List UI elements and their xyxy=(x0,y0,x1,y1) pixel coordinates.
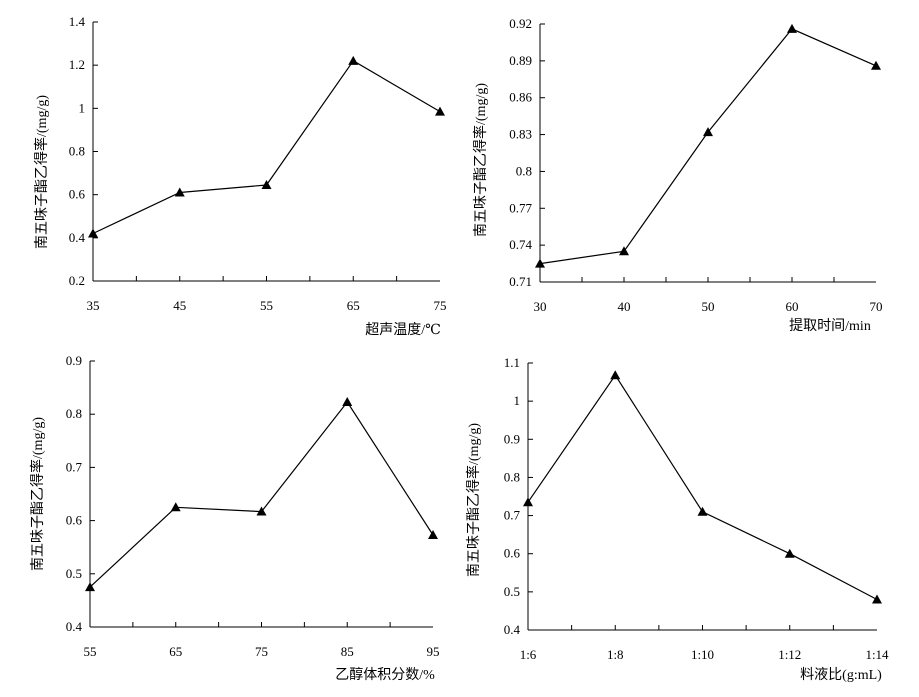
y-axis-title: 南五味子酯乙得率/(mg/g) xyxy=(472,83,489,237)
y-tick-label: 0.92 xyxy=(509,16,532,31)
y-tick-label: 0.9 xyxy=(66,353,82,368)
y-tick-label: 0.89 xyxy=(509,53,532,68)
x-tick-label: 75 xyxy=(434,298,447,313)
data-point-marker xyxy=(535,258,545,268)
y-tick-label: 0.4 xyxy=(69,230,86,245)
y-tick-label: 1.2 xyxy=(69,57,85,72)
y-tick-label: 0.4 xyxy=(504,622,521,637)
y-tick-label: 0.7 xyxy=(66,459,83,474)
y-tick-label: 0.7 xyxy=(504,508,521,523)
y-tick-label: 0.71 xyxy=(509,274,532,289)
x-tick-label: 1:14 xyxy=(865,647,889,662)
x-tick-label: 95 xyxy=(427,644,440,659)
data-point-marker xyxy=(871,60,881,70)
y-tick-label: 0.4 xyxy=(66,619,83,634)
y-tick-label: 0.5 xyxy=(66,566,82,581)
data-point-marker xyxy=(174,187,185,197)
y-tick-label: 0.8 xyxy=(516,163,532,178)
y-tick-label: 1 xyxy=(79,100,86,115)
y-tick-label: 0.74 xyxy=(509,237,532,252)
y-axis-title: 南五味子酯乙得率/(mg/g) xyxy=(33,95,50,249)
x-tick-label: 70 xyxy=(870,299,883,314)
x-tick-label: 55 xyxy=(84,644,97,659)
x-tick-label: 60 xyxy=(786,299,799,314)
data-point-marker xyxy=(428,529,438,539)
y-tick-label: 0.83 xyxy=(509,127,532,142)
data-point-marker xyxy=(703,127,713,137)
chart-panel-4: 0.4 0.5 0.6 0.7 0.8 0.9 1 1.1 1:6 1:8 1:10 1:12 1:14… xyxy=(465,355,889,683)
x-axis-title: 提取时间/min xyxy=(789,318,871,334)
x-tick-label: 1:6 xyxy=(520,647,537,662)
x-tick-label: 1:10 xyxy=(691,647,714,662)
data-point-marker xyxy=(610,370,621,380)
y-tick-label: 0.9 xyxy=(504,431,520,446)
x-tick-label: 45 xyxy=(173,298,186,313)
y-tick-label: 0.5 xyxy=(504,584,520,599)
data-point-marker xyxy=(784,548,795,558)
data-point-marker xyxy=(523,497,533,507)
data-point-marker xyxy=(170,502,181,512)
x-tick-label: 85 xyxy=(341,644,354,659)
x-tick-label: 50 xyxy=(702,299,715,314)
y-tick-label: 0.6 xyxy=(504,546,521,561)
y-tick-label: 0.2 xyxy=(69,273,85,288)
y-tick-label: 0.6 xyxy=(66,513,83,528)
x-tick-label: 55 xyxy=(260,298,273,313)
y-tick-label: 0.77 xyxy=(509,200,532,215)
x-tick-label: 75 xyxy=(255,644,268,659)
x-tick-label: 65 xyxy=(347,298,360,313)
x-axis-title: 乙醇体积分数/% xyxy=(335,666,435,683)
x-tick-label: 1:8 xyxy=(607,647,624,662)
data-point-marker xyxy=(697,506,708,516)
data-point-marker xyxy=(85,582,95,592)
chart-panel-1: 0.2 0.4 0.6 0.8 1 1.2 1.4 35 45 55 65 75 超声温度/℃ 南五味子酯… xyxy=(33,14,447,338)
data-point-marker xyxy=(256,506,267,516)
data-point-marker xyxy=(619,246,629,256)
series-line xyxy=(92,60,441,235)
series-line xyxy=(539,28,877,265)
series-line xyxy=(527,374,878,601)
data-point-marker xyxy=(787,23,797,33)
chart-panel-3: 0.4 0.5 0.6 0.7 0.8 0.9 55 65 75 85 95 乙醇体积分数/% 南五味子… xyxy=(29,353,440,683)
x-tick-label: 35 xyxy=(87,298,100,313)
x-tick-label: 65 xyxy=(169,644,182,659)
data-point-marker xyxy=(88,228,98,238)
y-tick-label: 0.6 xyxy=(69,187,86,202)
data-point-marker xyxy=(435,106,445,116)
data-point-marker xyxy=(872,594,882,604)
series-line xyxy=(89,400,434,588)
y-axis-title: 南五味子酯乙得率/(mg/g) xyxy=(465,423,482,577)
x-tick-label: 30 xyxy=(534,299,547,314)
x-axis-title: 超声温度/℃ xyxy=(365,322,441,338)
y-tick-label: 0.8 xyxy=(504,469,520,484)
y-tick-label: 1 xyxy=(514,393,521,408)
data-point-marker xyxy=(348,55,359,65)
data-point-marker xyxy=(342,396,353,406)
x-axis-title: 料液比(g:mL) xyxy=(800,667,882,683)
y-axis-title: 南五味子酯乙得率/(mg/g) xyxy=(29,417,46,571)
x-tick-label: 1:12 xyxy=(778,647,801,662)
y-tick-label: 0.8 xyxy=(69,144,85,159)
chart-panel-2: 0.71 0.74 0.77 0.8 0.83 0.86 0.89 0.92 30 40 50 60 7… xyxy=(472,16,883,334)
y-tick-label: 0.8 xyxy=(66,406,82,421)
y-tick-label: 1.1 xyxy=(504,355,520,370)
x-tick-label: 40 xyxy=(618,299,631,314)
y-tick-label: 1.4 xyxy=(69,14,86,29)
y-tick-label: 0.86 xyxy=(509,90,532,105)
data-point-marker xyxy=(261,179,272,189)
